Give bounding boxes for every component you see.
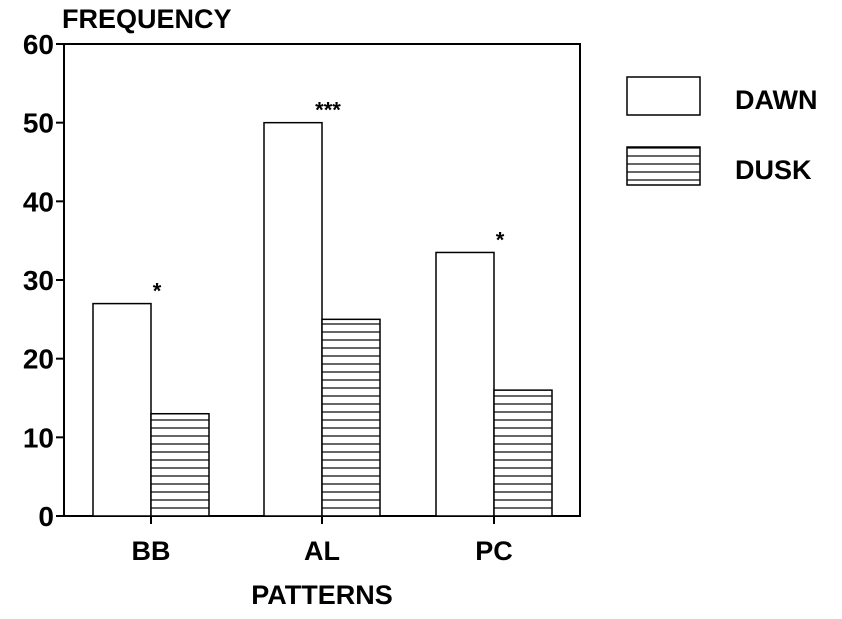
x-tick-label: PC (475, 536, 513, 566)
y-tick-label: 20 (23, 344, 54, 375)
y-tick-label: 60 (23, 29, 54, 60)
legend-swatch-dawn (626, 76, 701, 116)
significance-marker: * (153, 279, 162, 304)
y-tick-label: 0 (38, 501, 54, 532)
bar-dawn-bb (92, 302, 152, 517)
bars-group (92, 121, 553, 517)
legend: DAWN DUSK (626, 76, 818, 186)
bar-dusk-al (321, 318, 381, 517)
y-tick-label: 50 (23, 108, 54, 139)
y-axis-label: FREQUENCY (62, 4, 232, 34)
x-axis: BB AL PC (132, 516, 513, 566)
y-tick-label: 10 (23, 422, 54, 453)
significance-annotations: ***** (153, 98, 505, 304)
x-axis-label: PATTERNS (251, 580, 393, 610)
bar-dusk-bb (150, 412, 210, 517)
y-axis: 0 10 20 30 40 50 60 (23, 29, 64, 532)
bar-dusk-pc (493, 389, 553, 517)
y-tick-label: 40 (23, 186, 54, 217)
y-tick-label: 30 (23, 265, 54, 296)
legend-swatch-dusk (626, 146, 701, 186)
legend-label-dusk: DUSK (735, 155, 812, 185)
bar-dawn-pc (435, 251, 495, 517)
x-tick-label: BB (132, 536, 171, 566)
x-tick-label: AL (304, 536, 340, 566)
legend-label-dawn: DAWN (735, 85, 818, 115)
bar-dawn-al (263, 121, 323, 517)
significance-marker: *** (315, 98, 341, 123)
significance-marker: * (496, 227, 505, 252)
